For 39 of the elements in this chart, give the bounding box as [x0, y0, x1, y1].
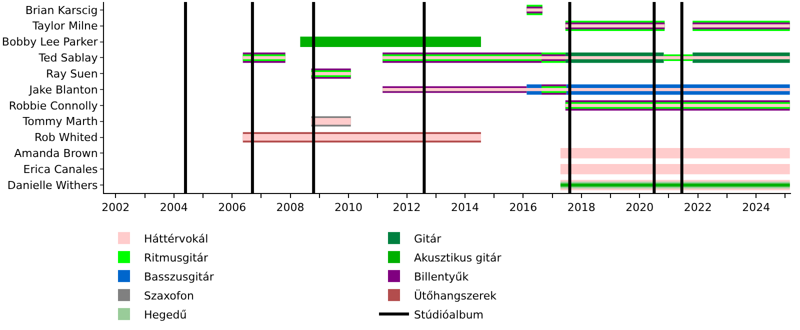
bar: [300, 36, 481, 47]
x-tick-label: 2010: [334, 201, 363, 214]
legend-label: Akusztikus gitár: [414, 251, 502, 264]
bar: [560, 164, 790, 174]
x-tick-label: 2002: [102, 201, 130, 214]
bar: [382, 88, 790, 92]
y-tick-label: Tommy Marth: [22, 115, 98, 128]
y-tick-label: Ted Sablay: [38, 52, 98, 65]
x-tick-label: 2012: [392, 201, 421, 214]
legend-label: Hegedű: [144, 308, 187, 322]
y-tick-label: Jake Blanton: [28, 83, 98, 96]
legend-label: Szaxofon: [144, 289, 194, 302]
legend-label: Billentyűk: [414, 270, 470, 284]
legend-label: Gitár: [414, 232, 442, 246]
legend-label: Ritmusgitár: [144, 251, 209, 264]
y-tick-label: Amanda Brown: [14, 147, 98, 160]
x-tick-label: 2022: [684, 201, 712, 214]
y-tick-label: Brian Karscig: [25, 4, 98, 17]
x-tick-label: 2004: [160, 201, 188, 214]
y-tick-label: Robbie Connolly: [8, 99, 98, 112]
x-tick-label: 2018: [567, 201, 596, 214]
x-tick-label: 2020: [626, 201, 654, 214]
legend-label: Háttérvokál: [144, 232, 208, 246]
bar: [382, 56, 790, 60]
y-tick-label: Danielle Withers: [7, 178, 98, 192]
x-tick-label: 2006: [218, 201, 246, 214]
legend-label: Ütőhangszerek: [414, 288, 498, 302]
y-tick-label: Erica Canales: [23, 162, 98, 176]
x-tick-label: 2016: [509, 201, 538, 214]
legend-label: Stúdióalbum: [414, 308, 484, 322]
y-tick-label: Bobby Lee Parker: [2, 36, 98, 49]
y-tick-label: Rob Whited: [34, 131, 98, 144]
legend-label: Basszusgitár: [144, 270, 214, 284]
y-tick-label: Taylor Milne: [32, 20, 98, 33]
x-tick-label: 2014: [450, 201, 479, 214]
x-tick-label: 2024: [742, 201, 770, 214]
y-tick-label: Ray Suen: [46, 67, 98, 80]
x-tick-label: 2008: [276, 201, 304, 214]
bar: [560, 148, 790, 158]
